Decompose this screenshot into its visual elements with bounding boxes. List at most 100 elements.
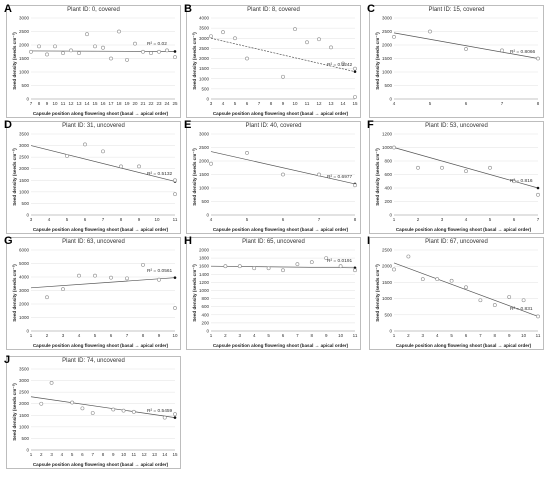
y-tick-label: 0 — [206, 329, 209, 334]
x-tick-label: 6 — [81, 452, 84, 457]
y-tick-label: 2500 — [382, 29, 393, 34]
y-tick-label: 3500 — [19, 132, 30, 137]
panel-title: Plant ID: 63, uncovered — [62, 239, 125, 245]
x-tick-label: 5 — [267, 333, 270, 338]
x-tick-label: 9 — [508, 333, 511, 338]
y-tick-label: 0 — [206, 213, 209, 218]
x-tick-label: 6 — [465, 333, 468, 338]
x-tick-label: 7 — [91, 452, 94, 457]
chart-svg-f: 0 200 400 600 800 1000 1200 1 2 3 4 5 6 7 — [382, 132, 540, 222]
data-point — [125, 276, 129, 281]
x-axis-label: Capsule position along flowering shoot (… — [212, 227, 349, 232]
x-tick-label: 5 — [246, 217, 249, 222]
x-tick-label: 4 — [48, 217, 51, 222]
chart-panel-g: 0 1000 2000 3000 4000 5000 6000 1 2 3 4 5 6 7 8 9 10 G Pla… — [4, 235, 181, 350]
r-squared-label: R² = 0.816 — [510, 179, 533, 184]
y-tick-label: 2000 — [382, 264, 393, 269]
data-point — [392, 145, 396, 150]
y-tick-label: 1800 — [199, 256, 210, 261]
y-tick-label: 2000 — [19, 302, 30, 307]
y-tick-label: 0 — [389, 329, 392, 334]
x-tick-label: 22 — [148, 101, 154, 106]
r-squared-label: R² = 0.0561 — [147, 268, 173, 274]
trend-end-marker — [173, 276, 177, 279]
y-tick-label: 0 — [26, 329, 29, 334]
y-tick-label: 1000 — [199, 186, 210, 191]
data-point — [500, 48, 504, 53]
chart-svg-e: 0 500 1000 1500 2000 2500 3000 4 5 6 7 8 — [199, 132, 357, 222]
x-tick-label: 3 — [30, 217, 33, 222]
data-point — [45, 52, 49, 57]
x-tick-label: 10 — [338, 333, 344, 338]
y-tick-label: 3000 — [19, 378, 30, 383]
data-point — [53, 44, 57, 49]
r-squared-label: R² = 0.0191 — [327, 258, 353, 264]
data-point — [428, 29, 432, 34]
x-tick-label: 10 — [121, 452, 127, 457]
data-point — [223, 264, 228, 269]
x-tick-label: 2 — [407, 333, 410, 338]
x-tick-label: 6 — [246, 101, 249, 106]
data-point — [266, 266, 271, 271]
x-tick-label: 14 — [340, 101, 346, 106]
data-point — [85, 32, 89, 37]
chart-panel-d: 0 500 1000 1500 2000 2500 3000 3500 3 4 5 6 7 8 9 10 11 D… — [4, 119, 181, 234]
x-tick-label: 16 — [100, 101, 106, 106]
y-tick-label: 2000 — [19, 43, 30, 48]
data-point — [353, 95, 357, 99]
chart-svg-d: 0 500 1000 1500 2000 2500 3000 3500 3 4 5 6 7 8 9 10 11 — [19, 132, 178, 223]
x-tick-label: 11 — [536, 333, 541, 338]
data-point — [141, 262, 145, 267]
y-tick-label: 2500 — [19, 29, 30, 34]
x-tick-label: 2 — [417, 217, 420, 222]
x-axis-label: Capsule position along flowering shoot (… — [32, 227, 169, 232]
y-tick-label: 1500 — [382, 56, 393, 61]
data-point — [90, 411, 95, 415]
y-tick-label: 3000 — [382, 16, 393, 21]
data-point — [237, 264, 242, 269]
panel-title: Plant ID: 74, uncovered — [62, 358, 125, 364]
y-tick-label: 3000 — [19, 288, 30, 293]
data-point — [83, 142, 87, 147]
y-tick-label: 1500 — [19, 413, 30, 418]
data-point — [49, 380, 54, 385]
y-tick-label: 1600 — [199, 264, 210, 269]
panel-title: Plant ID: 15, covered — [428, 7, 485, 13]
x-tick-label: 4 — [210, 217, 213, 222]
chart-panel-i: 0 500 1000 1500 2000 2500 1 2 3 4 5 6 7 8 9 10 11 I Plant … — [367, 235, 544, 350]
trendline — [393, 262, 539, 317]
panel-letter: H — [184, 235, 192, 247]
x-tick-label: 8 — [354, 217, 357, 222]
trendline — [30, 50, 176, 52]
x-tick-label: 11 — [132, 452, 137, 457]
data-point — [125, 57, 129, 62]
trendline — [30, 277, 176, 289]
data-point — [157, 277, 161, 282]
data-point — [39, 401, 44, 406]
y-tick-label: 500 — [384, 312, 392, 317]
y-tick-label: 200 — [384, 199, 392, 204]
data-point — [317, 37, 321, 42]
chart-svg-g: 0 1000 2000 3000 4000 5000 6000 1 2 3 4 5 6 7 8 9 10 — [19, 248, 178, 339]
panel-title: Plant ID: 8, covered — [247, 7, 300, 13]
x-tick-label: 11 — [353, 333, 358, 338]
data-point — [173, 178, 177, 183]
x-tick-label: 5 — [66, 217, 69, 222]
y-tick-label: 800 — [384, 159, 392, 164]
y-tick-label: 500 — [21, 201, 29, 206]
data-point — [133, 41, 137, 46]
x-tick-label: 6 — [282, 217, 285, 222]
trend-end-marker — [173, 416, 177, 419]
y-tick-label: 2000 — [199, 56, 210, 61]
y-tick-label: 4000 — [199, 16, 210, 21]
x-tick-label: 5 — [71, 452, 74, 457]
x-tick-label: 20 — [132, 101, 138, 106]
x-tick-label: 13 — [328, 101, 334, 106]
x-tick-label: 17 — [108, 101, 114, 106]
x-tick-label: 4 — [61, 452, 64, 457]
data-point — [406, 254, 411, 259]
data-point — [119, 164, 123, 169]
y-tick-label: 200 — [201, 320, 209, 325]
data-point — [440, 165, 444, 170]
data-point — [252, 266, 257, 271]
